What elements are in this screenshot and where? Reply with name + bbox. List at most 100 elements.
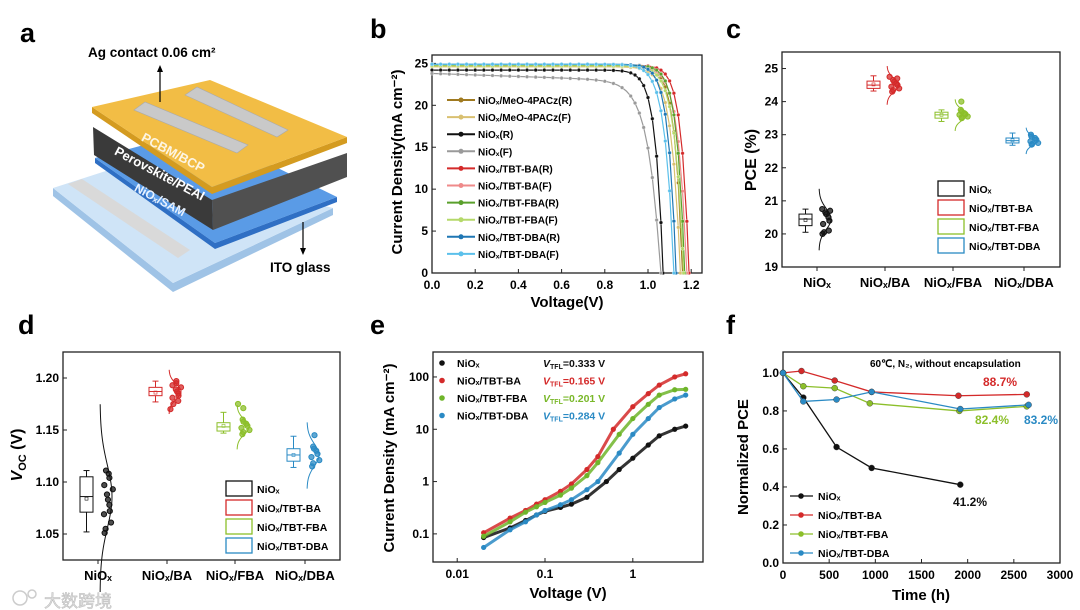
vtfl-subscript: TFL <box>550 399 564 406</box>
vtfl-value: =0.165 V <box>563 376 605 388</box>
sclc-data-point <box>672 426 678 432</box>
box-mean <box>153 390 158 395</box>
jv-data-point <box>667 123 672 128</box>
stability-data-point <box>798 367 805 375</box>
sclc-data-point <box>568 485 575 491</box>
sclc-data-point <box>542 499 548 505</box>
stability-data-point <box>866 400 873 407</box>
jv-data-point <box>646 95 650 100</box>
jv-data-point <box>654 68 659 73</box>
data-point <box>103 491 111 498</box>
jv-data-point <box>650 79 655 84</box>
category-label: NiOₓ/FBA <box>206 568 265 583</box>
jv-data-point <box>654 154 659 159</box>
jv-data-point <box>671 162 676 167</box>
y-tick-label: 20 <box>415 98 429 112</box>
data-point <box>100 511 108 518</box>
data-point <box>308 453 315 461</box>
jv-data-point <box>659 90 663 95</box>
vtfl-label: VTFL=0.284 V <box>543 411 605 424</box>
jv-data-point <box>650 71 655 76</box>
jv-data-point <box>576 62 581 67</box>
jv-data-point <box>654 78 659 83</box>
legend-label: NiOₓ/TBT-BA <box>969 203 1033 215</box>
sclc-data-point <box>616 466 622 473</box>
chart-pce-boxplot: 19 20 21 22 23 24 25 NiOₓ NiOₓ NiOₓ/BA NiOₓ/TBT-BA… <box>743 51 1061 290</box>
legend-label: NiOₓ/TBT-FBA <box>257 522 328 534</box>
sclc-data-point <box>645 401 651 407</box>
category-label: NiOₓ/DBA <box>275 568 335 583</box>
data-point <box>167 406 174 413</box>
jv-data-point <box>568 76 573 81</box>
box-mean <box>1010 138 1015 143</box>
jv-data-point <box>551 62 555 67</box>
y-axis-title: Current Density (mA cm⁻²) <box>381 363 398 552</box>
data-point <box>239 416 246 423</box>
sclc-data-point <box>683 423 689 429</box>
jv-data-point <box>654 73 659 77</box>
panel-label-f: f <box>726 310 736 340</box>
sclc-data-point <box>595 478 601 485</box>
legend-label: NiOₓ/TBT-DBA <box>257 541 329 553</box>
y-tick-label: 21 <box>765 194 779 208</box>
sclc-data-point <box>595 454 601 460</box>
sclc-data-point <box>656 433 662 439</box>
jv-data-point <box>464 62 469 67</box>
sclc-data-point <box>616 431 622 437</box>
legend-label: NiOₓ <box>969 184 992 196</box>
x-axis-title: Voltage (V) <box>529 585 606 602</box>
jv-data-point <box>602 68 607 73</box>
y-tick-label: 0.2 <box>762 518 779 532</box>
x-tick-label: 0.2 <box>467 278 484 292</box>
x-tick-label: 0.6 <box>553 278 570 292</box>
jv-data-point <box>438 62 443 67</box>
sclc-data-point <box>568 497 575 503</box>
legend-marker <box>439 377 445 384</box>
y-tick-label: 0.0 <box>762 556 779 570</box>
jv-data-point <box>481 68 486 73</box>
data-point <box>169 394 176 401</box>
plot-frame <box>432 351 704 563</box>
panel-label-e: e <box>370 310 385 340</box>
jv-data-point <box>447 62 452 67</box>
sclc-data-point <box>584 494 590 500</box>
x-tick-label: 1000 <box>862 568 889 582</box>
panel-label-b: b <box>370 14 387 44</box>
jv-data-point <box>650 175 655 180</box>
x-tick-label: 1.0 <box>640 278 657 292</box>
stability-data-point <box>800 383 807 390</box>
legend-label: NiOₓ <box>257 484 280 496</box>
condition-annotation: 60℃, N₂, without encapsulation <box>870 359 1021 370</box>
y-tick-label: 1.10 <box>36 475 60 489</box>
sclc-data-point <box>656 382 662 388</box>
stability-data-point <box>779 369 787 377</box>
jv-data-point <box>650 65 655 70</box>
vtfl-symbol: V <box>543 411 551 423</box>
y-tick-label: 15 <box>415 140 429 154</box>
vtfl-label: VTFL=0.165 V <box>543 376 605 389</box>
sclc-data-point <box>568 501 575 507</box>
jv-data-point <box>676 151 681 156</box>
jv-data-point <box>438 68 443 73</box>
y-tick-label: 25 <box>415 56 429 70</box>
y-axis-title-sub: OC <box>17 454 29 471</box>
jv-data-point <box>559 76 564 80</box>
jv-data-point <box>663 72 668 76</box>
legend-marker <box>439 360 445 366</box>
jv-data-point <box>680 246 685 251</box>
jv-data-point <box>659 271 663 275</box>
jv-data-point <box>568 68 573 73</box>
jv-data-point <box>568 62 573 67</box>
plot-frame <box>431 54 703 274</box>
jv-data-point <box>611 62 616 67</box>
legend-marker <box>798 512 804 518</box>
y-axis-title: VOC (V) <box>9 429 29 482</box>
jv-data-point <box>620 62 625 67</box>
jv-data-point <box>637 111 642 116</box>
legend-label: NiOₓ/TBT-DBA(R) <box>478 233 560 244</box>
y-axis-title: Normalized PCE <box>735 399 752 515</box>
box-mean <box>871 82 876 87</box>
jv-data-point <box>533 62 538 67</box>
sclc-data-point <box>557 502 564 508</box>
data-point <box>234 400 242 408</box>
